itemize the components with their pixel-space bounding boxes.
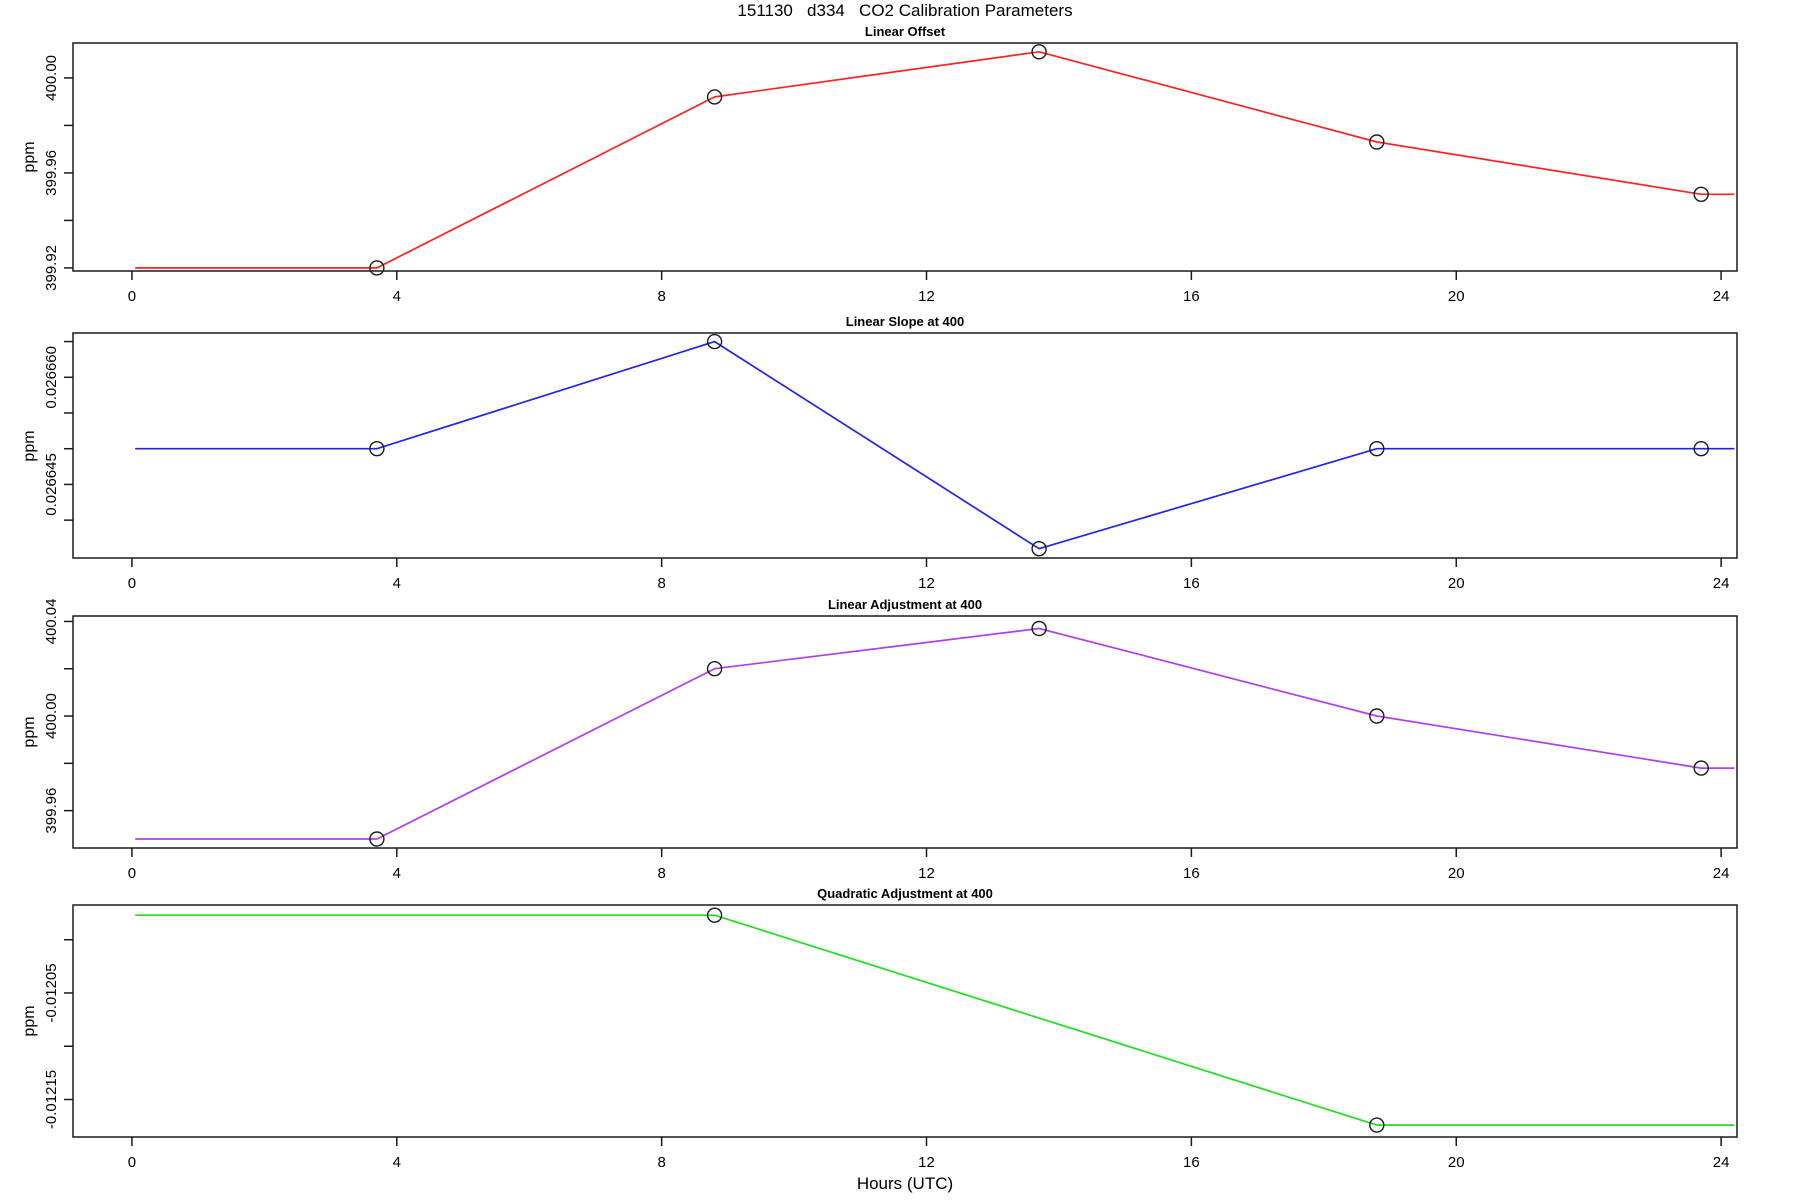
data-point-marker [706, 333, 723, 350]
data-point-marker [706, 89, 723, 105]
x-axis-tick-label: 0 [128, 1154, 136, 1171]
y-axis-tick-label: 400.00 [43, 693, 60, 739]
x-axis-tick-label: 4 [393, 288, 401, 305]
x-axis-tick-label: 20 [1448, 1154, 1465, 1171]
y-axis-tick-label: 399.96 [43, 788, 60, 834]
x-axis-tick-label: 12 [918, 288, 935, 305]
x-axis-tick-label: 20 [1448, 575, 1465, 592]
data-point-marker [1693, 760, 1709, 776]
x-axis-tick-label: 16 [1183, 1154, 1200, 1171]
x-axis-tick-label: 16 [1183, 288, 1200, 305]
data-point-marker [706, 907, 723, 923]
data-point-marker [1693, 441, 1709, 457]
data-line [135, 50, 1735, 269]
y-axis-tick-label: 400.00 [43, 55, 60, 101]
figure-title: 151130 d334 CO2 Calibration Parameters [737, 1, 1073, 20]
panel-title-linear-offset: Linear Offset [864, 24, 946, 39]
data-point-marker [1031, 44, 1047, 60]
x-axis-tick-label: 24 [1713, 288, 1730, 305]
chart-panel-linear-adjustment: 0 4 8 12 16 20 24 399.96 400.00 400.04 [43, 598, 1738, 882]
data-point-marker [1369, 441, 1385, 457]
data-line [135, 627, 1735, 840]
x-axis-tick-label: 20 [1448, 865, 1465, 882]
data-point-marker [369, 260, 385, 276]
x-axis-tick-label: 4 [393, 865, 401, 882]
data-point-marker [369, 441, 385, 457]
x-axis-tick-label: 8 [657, 288, 665, 305]
data-line [135, 340, 1735, 550]
x-axis-tick-label: 24 [1713, 865, 1730, 882]
y-axis-tick-label: -0.01215 [43, 1070, 60, 1129]
x-axis-tick-label: 0 [128, 865, 136, 882]
y-axis-tick-label: 399.96 [43, 150, 60, 196]
x-axis-tick-label: 8 [657, 1154, 665, 1171]
y-axis-tick-label: 0.026660 [43, 346, 60, 409]
data-point-marker [1369, 1117, 1385, 1133]
panel-title-linear-adjustment: Linear Adjustment at 400 [827, 597, 983, 612]
data-line [135, 914, 1735, 1126]
y-axis-tick-label: 0.026645 [43, 453, 60, 516]
x-axis-tick-label: 8 [657, 865, 665, 882]
x-axis-tick-label: 12 [918, 865, 935, 882]
x-axis-tick-label: 12 [918, 575, 935, 592]
x-axis-tick-label: 4 [393, 575, 401, 592]
x-axis-tick-label: 16 [1183, 575, 1200, 592]
x-axis-tick-label: 0 [128, 575, 136, 592]
panel-title-quadratic-adjustment: Quadratic Adjustment at 400 [817, 886, 993, 901]
x-axis-tick-label: 24 [1713, 575, 1730, 592]
chart-panel-linear-offset: 0 4 8 12 16 20 24 399.92 399.96 400.00 [43, 42, 1738, 305]
plot-frame [72, 332, 1738, 559]
plot-frame [72, 42, 1738, 272]
data-point-marker [1369, 708, 1385, 724]
x-axis-tick-label: 16 [1183, 865, 1200, 882]
data-point-marker [706, 661, 723, 677]
x-axis-tick-label: 8 [657, 575, 665, 592]
x-axis-tick-label: 20 [1448, 288, 1465, 305]
x-axis-tick-label: 4 [393, 1154, 401, 1171]
y-axis-tick-label: -0.01205 [43, 963, 60, 1022]
plot-frame [72, 904, 1738, 1138]
panel-title-linear-slope: Linear Slope at 400 [845, 314, 965, 329]
x-axis-tick-label: 12 [918, 1154, 935, 1171]
data-point-marker [1031, 541, 1047, 557]
plot-frame [72, 615, 1738, 849]
data-point-marker [1693, 186, 1709, 203]
chart-panel-quadratic-adjustment: 0 4 8 12 16 20 24 -0.01215 -0.01205 [43, 904, 1738, 1171]
data-point-marker [369, 831, 385, 847]
y-axis-tick-label: 400.04 [43, 598, 60, 644]
data-point-marker [1369, 134, 1385, 150]
y-axis-tick-label: 399.92 [43, 245, 60, 291]
data-point-marker [1031, 620, 1047, 637]
x-axis-tick-label: 0 [128, 288, 136, 305]
x-axis-tick-label: 24 [1713, 1154, 1730, 1171]
chart-panel-linear-slope: 0 4 8 12 16 20 24 0.026645 0.026660 [43, 332, 1738, 592]
x-axis-label: Hours (UTC) [856, 1174, 954, 1193]
